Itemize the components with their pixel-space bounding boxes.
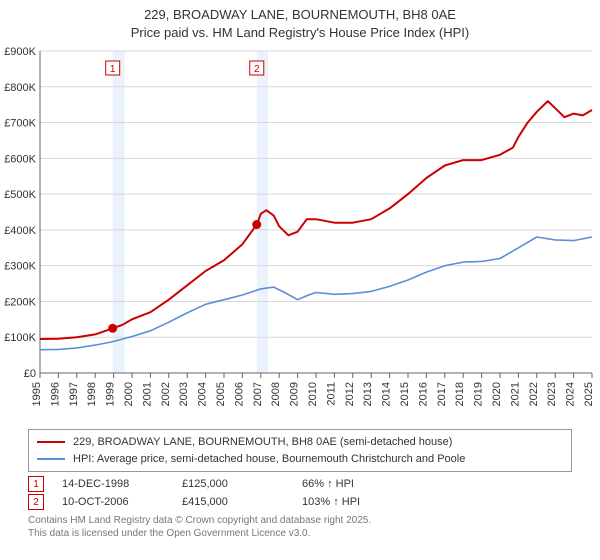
title-line2: Price paid vs. HM Land Registry's House … bbox=[0, 24, 600, 42]
svg-text:2003: 2003 bbox=[178, 382, 190, 406]
footer-line1: Contains HM Land Registry data © Crown c… bbox=[28, 514, 572, 527]
title-line1: 229, BROADWAY LANE, BOURNEMOUTH, BH8 0AE bbox=[0, 6, 600, 24]
svg-text:2024: 2024 bbox=[565, 382, 577, 406]
svg-text:2017: 2017 bbox=[436, 382, 448, 406]
sales-table: 1 14-DEC-1998 £125,000 66% ↑ HPI 2 10-OC… bbox=[28, 476, 572, 510]
footer: Contains HM Land Registry data © Crown c… bbox=[28, 514, 572, 540]
svg-text:£0: £0 bbox=[24, 368, 36, 380]
chart-title: 229, BROADWAY LANE, BOURNEMOUTH, BH8 0AE… bbox=[0, 0, 600, 43]
svg-text:2020: 2020 bbox=[491, 382, 503, 406]
legend-label-subject: 229, BROADWAY LANE, BOURNEMOUTH, BH8 0AE… bbox=[73, 434, 452, 451]
sale-date-2: 10-OCT-2006 bbox=[62, 496, 182, 508]
svg-text:£100K: £100K bbox=[4, 332, 36, 344]
legend-label-hpi: HPI: Average price, semi-detached house,… bbox=[73, 451, 465, 468]
sale-row-1: 1 14-DEC-1998 £125,000 66% ↑ HPI bbox=[28, 476, 572, 492]
svg-text:2025: 2025 bbox=[583, 382, 595, 406]
footer-line2: This data is licensed under the Open Gov… bbox=[28, 527, 572, 540]
svg-text:2008: 2008 bbox=[270, 382, 282, 406]
svg-text:1999: 1999 bbox=[105, 382, 117, 406]
svg-text:2: 2 bbox=[254, 64, 260, 75]
svg-text:£200K: £200K bbox=[4, 297, 36, 309]
svg-text:2023: 2023 bbox=[546, 382, 558, 406]
sale-pct-1: 66% ↑ HPI bbox=[302, 478, 442, 490]
sale-pct-2: 103% ↑ HPI bbox=[302, 496, 442, 508]
svg-text:1997: 1997 bbox=[68, 382, 80, 406]
svg-text:2016: 2016 bbox=[417, 382, 429, 406]
svg-text:2013: 2013 bbox=[362, 382, 374, 406]
svg-text:2007: 2007 bbox=[252, 382, 264, 406]
svg-text:2022: 2022 bbox=[528, 382, 540, 406]
svg-text:1998: 1998 bbox=[86, 382, 98, 406]
svg-text:2015: 2015 bbox=[399, 382, 411, 406]
svg-text:2012: 2012 bbox=[344, 382, 356, 406]
svg-text:2005: 2005 bbox=[215, 382, 227, 406]
svg-text:1: 1 bbox=[110, 64, 116, 75]
svg-text:2001: 2001 bbox=[141, 382, 153, 406]
svg-text:2019: 2019 bbox=[473, 382, 485, 406]
sale-marker-1: 1 bbox=[28, 476, 44, 492]
legend-swatch-subject bbox=[37, 441, 65, 443]
svg-text:£400K: £400K bbox=[4, 225, 36, 237]
svg-text:2011: 2011 bbox=[325, 382, 337, 406]
svg-text:1996: 1996 bbox=[49, 382, 61, 406]
svg-text:2021: 2021 bbox=[509, 382, 521, 406]
svg-text:1995: 1995 bbox=[31, 382, 43, 406]
sale-price-2: £415,000 bbox=[182, 496, 302, 508]
svg-text:£700K: £700K bbox=[4, 118, 36, 130]
svg-text:2014: 2014 bbox=[381, 382, 393, 406]
svg-text:2006: 2006 bbox=[233, 382, 245, 406]
price-chart: £0 £100K £200K £300K £400K £500K £600K £700K £80… bbox=[0, 43, 600, 423]
svg-text:£800K: £800K bbox=[4, 82, 36, 94]
svg-text:2018: 2018 bbox=[454, 382, 466, 406]
svg-text:£500K: £500K bbox=[4, 189, 36, 201]
svg-text:£300K: £300K bbox=[4, 261, 36, 273]
sale-date-1: 14-DEC-1998 bbox=[62, 478, 182, 490]
svg-text:2010: 2010 bbox=[307, 382, 319, 406]
legend-row-subject: 229, BROADWAY LANE, BOURNEMOUTH, BH8 0AE… bbox=[37, 434, 563, 451]
legend-swatch-hpi bbox=[37, 458, 65, 460]
svg-text:£900K: £900K bbox=[4, 46, 36, 58]
svg-text:2000: 2000 bbox=[123, 382, 135, 406]
svg-text:2004: 2004 bbox=[197, 382, 209, 406]
legend-row-hpi: HPI: Average price, semi-detached house,… bbox=[37, 451, 563, 468]
sale-price-1: £125,000 bbox=[182, 478, 302, 490]
svg-text:2002: 2002 bbox=[160, 382, 172, 406]
sale-row-2: 2 10-OCT-2006 £415,000 103% ↑ HPI bbox=[28, 494, 572, 510]
svg-text:2009: 2009 bbox=[289, 382, 301, 406]
sale-marker-2: 2 bbox=[28, 494, 44, 510]
svg-text:£600K: £600K bbox=[4, 153, 36, 165]
legend: 229, BROADWAY LANE, BOURNEMOUTH, BH8 0AE… bbox=[28, 429, 572, 472]
chart-svg: £0 £100K £200K £300K £400K £500K £600K £700K £80… bbox=[0, 43, 600, 423]
